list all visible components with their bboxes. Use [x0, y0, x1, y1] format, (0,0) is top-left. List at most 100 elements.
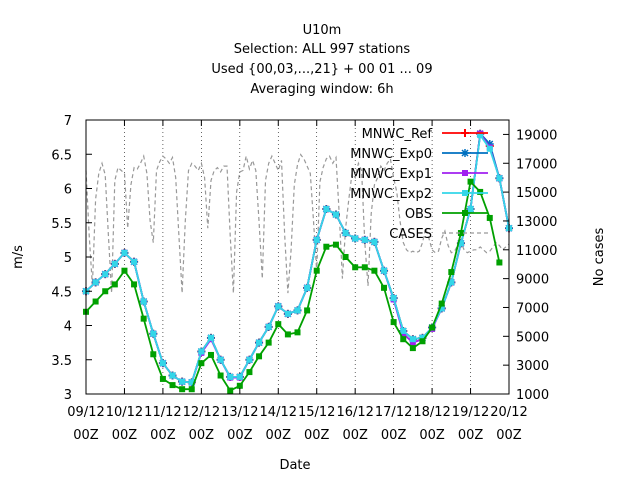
- data-point: [256, 353, 263, 360]
- data-point: [150, 330, 157, 337]
- legend-item: CASES: [389, 227, 488, 242]
- y-tick-label: 4: [64, 320, 72, 335]
- data-point: [207, 334, 214, 341]
- data-point: [140, 298, 147, 305]
- data-point: [150, 351, 157, 358]
- data-point: [102, 271, 109, 278]
- data-point: [102, 288, 109, 295]
- data-point: [381, 284, 388, 291]
- x-tick-label-time: 00Z: [112, 428, 138, 443]
- legend-item: MNWC_Exp2: [350, 187, 488, 202]
- data-point: [419, 334, 426, 341]
- x-tick-label-time: 00Z: [73, 428, 99, 443]
- data-point: [169, 372, 176, 379]
- series-cases: [85, 153, 510, 294]
- x-tick-label-time: 00Z: [458, 428, 484, 443]
- x-tick-label-time: 00Z: [419, 428, 445, 443]
- y2-tick-label: 5000: [516, 330, 549, 345]
- data-point: [111, 260, 118, 267]
- data-point: [198, 348, 205, 355]
- data-point: [131, 258, 138, 265]
- title-line-3: Used {00,03,...,21} + 00 01 ... 09: [211, 62, 432, 77]
- data-point: [236, 373, 243, 380]
- x-tick-label-time: 00Z: [266, 428, 292, 443]
- legend-marker: [461, 149, 469, 157]
- y2-tick-label: 11000: [516, 244, 557, 259]
- data-point: [284, 310, 291, 317]
- y-tick-label: 5.5: [51, 217, 72, 232]
- y2-tick-label: 7000: [516, 301, 549, 316]
- data-point: [496, 259, 503, 266]
- legend-item: MNWC_Ref: [362, 127, 488, 142]
- data-point: [313, 267, 320, 274]
- data-point: [265, 323, 272, 330]
- x-tick-label: 17/12: [375, 405, 412, 420]
- legend-label: OBS: [405, 207, 432, 222]
- y-tick-label: 4.5: [51, 285, 72, 300]
- data-point: [275, 321, 282, 328]
- data-point: [448, 279, 455, 286]
- x-tick-label: 20/12: [490, 405, 527, 420]
- data-point: [467, 178, 474, 185]
- series-mnwc-exp2: [83, 132, 512, 386]
- data-point: [477, 132, 484, 139]
- y2-tick-label: 15000: [516, 186, 557, 201]
- data-point: [457, 230, 464, 237]
- data-point: [92, 279, 99, 286]
- legend-item: OBS: [405, 207, 488, 222]
- data-point: [304, 307, 311, 314]
- data-point: [485, 139, 494, 148]
- data-point: [284, 331, 291, 338]
- plot-frame: [85, 119, 510, 395]
- data-point: [352, 235, 359, 242]
- y2-tick-label: 3000: [516, 359, 549, 374]
- data-point: [111, 281, 118, 288]
- data-point: [159, 375, 166, 382]
- series-obs: [83, 178, 503, 394]
- title-line-2: Selection: ALL 997 stations: [234, 42, 411, 57]
- data-point: [188, 379, 195, 386]
- grid-lines: [124, 120, 471, 394]
- data-point: [342, 230, 349, 237]
- x-tick-label-time: 00Z: [150, 428, 176, 443]
- legend-marker: [462, 210, 468, 216]
- series-line: [85, 131, 510, 384]
- x-tick-label: 10/12: [106, 405, 143, 420]
- data-point: [265, 339, 272, 346]
- x-tick-label: 19/12: [452, 405, 489, 420]
- legend-label: MNWC_Exp0: [350, 147, 432, 162]
- data-point: [429, 324, 436, 331]
- legend: MNWC_Ref MNWC_Exp0 MNWC_Exp1 MNWC_Exp2 OBS CA…: [350, 127, 488, 242]
- x-axis-label: Date: [279, 458, 310, 473]
- data-point: [275, 303, 282, 310]
- x-tick-label-time: 00Z: [342, 428, 368, 443]
- data-point: [246, 369, 253, 376]
- data-point: [332, 241, 339, 248]
- title-line-4: Averaging window: 6h: [250, 82, 393, 97]
- axis-ticks: 3 3.5 4 4.5 5 5.5 6 6.5 7 1000 3000 5000 7000 9000 110…: [51, 114, 557, 443]
- data-point: [294, 307, 301, 314]
- data-point: [207, 351, 214, 358]
- x-tick-label: 16/12: [336, 405, 373, 420]
- legend-marker: [462, 170, 468, 176]
- data-point: [227, 373, 234, 380]
- y-tick-label: 3: [64, 388, 72, 403]
- data-point: [409, 345, 416, 352]
- data-point: [486, 214, 493, 221]
- data-point: [477, 188, 484, 195]
- data-point: [140, 315, 147, 322]
- data-point: [390, 295, 397, 302]
- data-point: [390, 319, 397, 326]
- data-point: [313, 236, 320, 243]
- data-point: [236, 382, 243, 389]
- x-tick-label-time: 00Z: [189, 428, 215, 443]
- data-point: [486, 145, 493, 152]
- data-point: [438, 305, 445, 312]
- data-point: [169, 382, 176, 389]
- data-point: [409, 336, 416, 343]
- data-point: [409, 339, 416, 346]
- data-point: [371, 267, 378, 274]
- data-point: [294, 329, 301, 336]
- x-tick-label: 12/12: [183, 405, 220, 420]
- data-point: [361, 264, 368, 271]
